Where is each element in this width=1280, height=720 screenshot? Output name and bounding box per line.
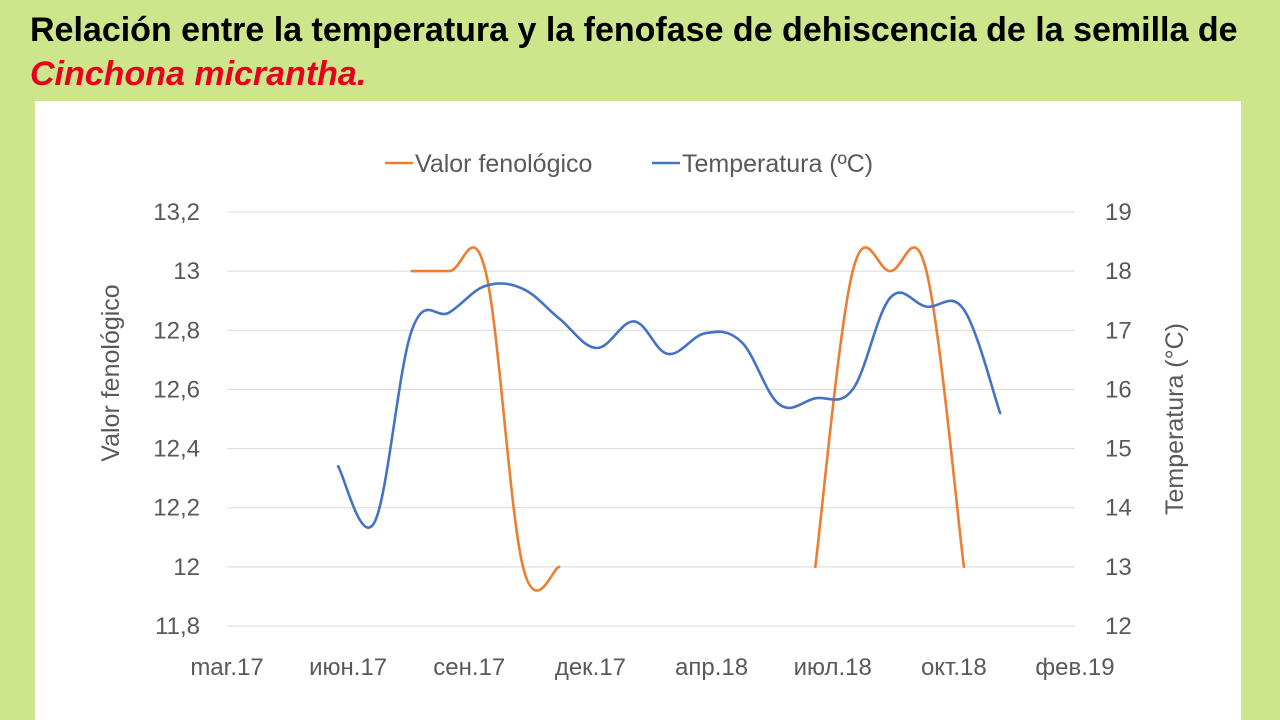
slide-title-species: Cinchona micrantha.	[30, 55, 367, 93]
y-tick-label: 11,8	[155, 613, 200, 640]
y-tick-label: 13,2	[153, 199, 200, 226]
y2-axis-title: Temperatura (°C)	[1161, 323, 1189, 515]
legend-label-valor-fenologico: Valor fenológico	[415, 150, 592, 178]
chart-panel: 11,8 12 12,2 12,4 12,6 12,8 13 13,2 12 13 14 15 16 17…	[35, 101, 1241, 720]
series-line-valor-fenologico-2	[814, 246, 966, 569]
x-tick-label: сен.17	[433, 654, 505, 681]
y2-tick-label: 18	[1105, 258, 1132, 285]
y2-tick-label: 12	[1105, 613, 1132, 640]
y2-tick-label: 17	[1105, 317, 1132, 344]
x-tick-label: окт.18	[921, 654, 987, 681]
y-tick-label: 12,6	[153, 376, 200, 403]
y2-tick-label: 16	[1105, 376, 1132, 403]
x-tick-label: июл.18	[794, 654, 872, 681]
y2-tick-label: 19	[1105, 199, 1132, 226]
slide-title-text: Relación entre la temperatura y la fenof…	[30, 11, 1238, 49]
series-line-valor-fenologico-1	[410, 246, 561, 592]
series-line-temperatura-1	[336, 282, 1002, 529]
y2-tick-label: 15	[1105, 436, 1132, 463]
y-tick-label: 13	[173, 258, 200, 285]
y-tick-label: 12,2	[153, 495, 200, 522]
y2-tick-label: 14	[1105, 495, 1132, 522]
y-axis-title: Valor fenológico	[97, 284, 125, 461]
line-chart: 11,8 12 12,2 12,4 12,6 12,8 13 13,2 12 13 14 15 16 17…	[97, 150, 1189, 681]
y-tick-label: 12,8	[153, 317, 200, 344]
y-tick-label: 12	[173, 554, 200, 581]
y2-tick-label: 13	[1105, 554, 1132, 581]
x-tick-label: апр.18	[675, 654, 748, 681]
x-tick-label: фев.19	[1035, 654, 1114, 681]
x-tick-label: дек.17	[555, 654, 626, 681]
x-tick-label: mar.17	[190, 654, 263, 681]
slide-title: Relación entre la temperatura y la fenof…	[30, 8, 1260, 96]
legend-label-temperatura: Temperatura (ºC)	[682, 150, 873, 178]
x-tick-label: июн.17	[309, 654, 387, 681]
y-tick-label: 12,4	[153, 436, 200, 463]
